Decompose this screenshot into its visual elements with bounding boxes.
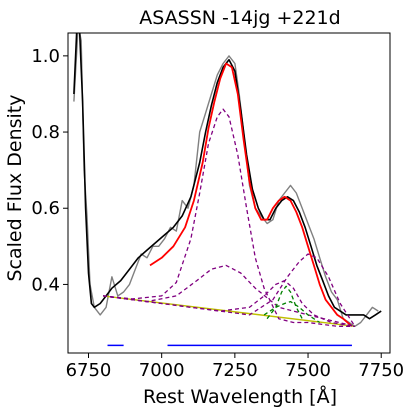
x-tick-label: 7000 — [139, 360, 185, 381]
y-tick-label: 0.4 — [31, 274, 60, 295]
x-tick-label: 7500 — [285, 360, 331, 381]
smoothed-line — [73, 33, 382, 320]
fit-line — [149, 62, 353, 327]
y-axis-label: Scaled Flux Density — [4, 95, 26, 282]
x-tick-label: 7750 — [358, 360, 404, 381]
component-purple-line — [103, 264, 356, 327]
series-group — [73, 33, 382, 347]
component-purple-line — [103, 253, 356, 327]
chart-title: ASASSN -14jg +221d — [139, 7, 340, 29]
y-tick-label: 0.6 — [31, 198, 60, 219]
x-tick-label: 6750 — [66, 360, 112, 381]
plot-content — [73, 33, 382, 347]
component-green-line — [266, 285, 303, 320]
x-tick-label: 7250 — [212, 360, 258, 381]
plot-frame — [67, 32, 391, 354]
axes: 6750 7000 7250 7500 7750 0.4 0.6 0.8 1.0 — [31, 32, 404, 381]
y-tick-label: 1.0 — [31, 46, 60, 67]
component-purple-line — [103, 279, 356, 327]
component-green-line — [263, 300, 321, 324]
observed-line — [73, 33, 379, 327]
component-purple-line — [103, 108, 355, 327]
x-axis-label: Rest Wavelength [Å] — [143, 385, 337, 408]
y-tick-label: 0.8 — [31, 122, 60, 143]
